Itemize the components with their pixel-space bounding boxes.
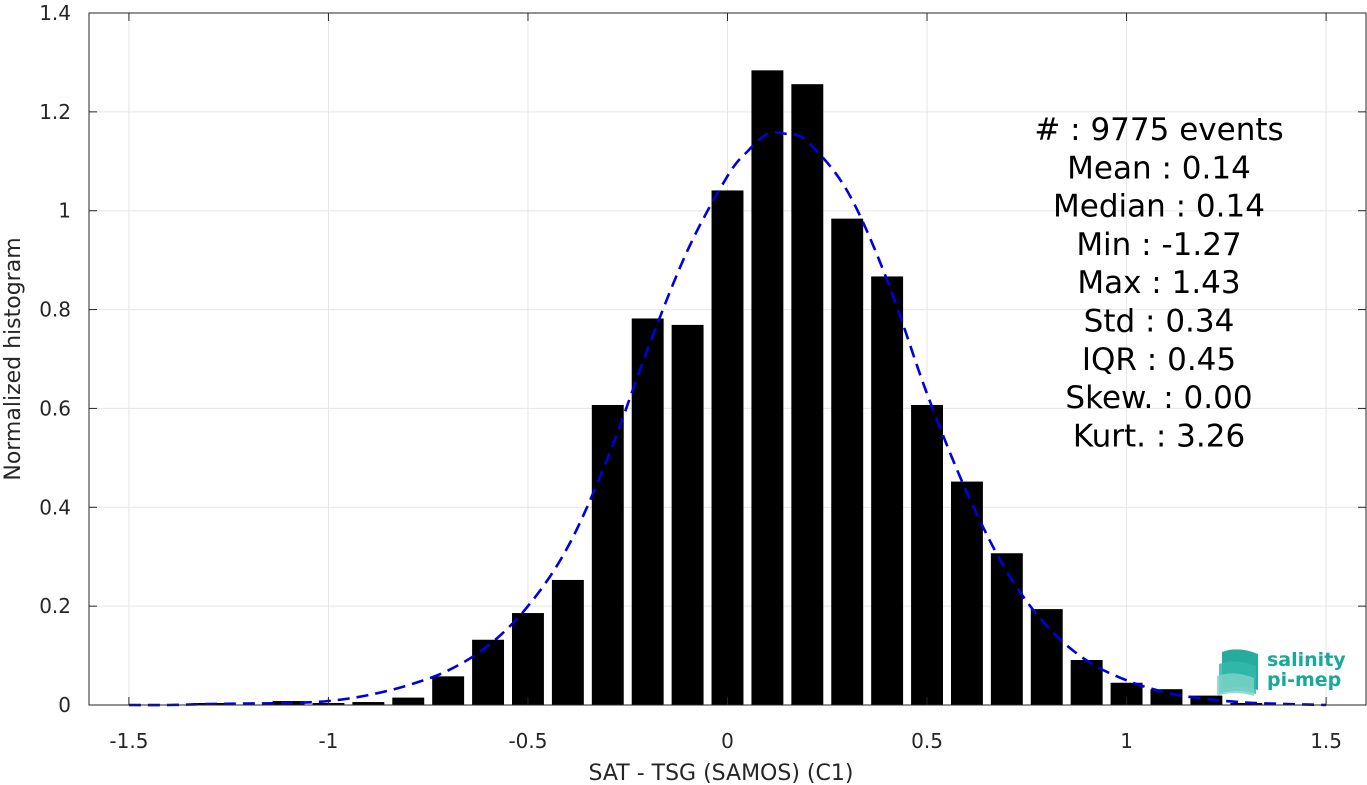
histogram-bar [1110,682,1143,705]
stats-line: Min : -1.27 [1076,227,1241,263]
y-tick-label: 1 [58,199,71,223]
stats-line: Median : 0.14 [1053,189,1265,225]
histogram-bar [551,579,584,705]
y-tick-label: 0.4 [39,495,71,519]
histogram-bar [671,324,704,705]
histogram-bar [1150,689,1183,705]
histogram-bar [631,318,664,705]
y-axis-label: Normalized histogram [1,237,26,480]
histogram-bar [990,553,1023,705]
salinity-pi-mep-logo: salinity pi-mep [1217,649,1346,696]
x-tick-labels: -1.5 -1 -0.5 0 0.5 1 1.5 [109,729,1342,753]
histogram-bar [871,276,904,705]
logo-line2: pi-mep [1267,669,1341,691]
histogram-bars [192,70,1263,706]
axis-ticks [89,12,1366,706]
stats-line: # : 9775 events [1034,112,1283,148]
x-tick-label: 0 [721,729,734,753]
histogram-bar [352,702,385,705]
y-tick-labels: 0 0.2 0.4 0.6 0.8 1 1.2 1.4 [39,1,71,717]
x-tick-label: 1.5 [1310,729,1342,753]
histogram-bar [1030,609,1063,705]
histogram-bar [392,697,425,705]
y-tick-label: 0.6 [39,396,71,420]
histogram-bar [591,404,624,705]
x-tick-label: -1.5 [109,729,148,753]
logo-line1: salinity [1267,649,1346,671]
histogram-bar [432,676,465,705]
histogram-bar [472,639,505,705]
stats-line: Max : 1.43 [1077,265,1240,301]
x-tick-label: 0.5 [911,729,943,753]
stats-line: Skew. : 0.00 [1065,380,1252,416]
stats-line: Kurt. : 3.26 [1073,418,1245,454]
histogram-bar [512,613,544,705]
histogram-bar [711,190,744,705]
y-tick-label: 0.2 [39,594,71,618]
x-axis-label: SAT - TSG (SAMOS) (C1) [589,761,854,785]
histogram-bar [911,404,943,705]
histogram-bar [1190,695,1223,705]
x-tick-label: -0.5 [508,729,547,753]
histogram-bar [751,70,784,705]
y-tick-label: 1.4 [39,1,71,25]
histogram-bar [831,218,864,705]
y-tick-label: 0 [58,693,71,717]
y-tick-label: 0.8 [39,298,71,322]
stats-line: Std : 0.34 [1084,304,1235,340]
wave-logo-icon [1217,649,1258,696]
histogram-bar [1070,660,1103,705]
stats-line: Mean : 0.14 [1067,150,1251,186]
y-tick-label: 1.2 [39,100,71,124]
histogram-bar [950,481,983,705]
histogram-bar [791,84,824,706]
histogram-bar [1230,703,1263,705]
fit-curve [128,131,1327,707]
x-tick-label: -1 [318,729,338,753]
x-tick-label: 1 [1120,729,1133,753]
stats-line: IQR : 0.45 [1082,342,1236,378]
